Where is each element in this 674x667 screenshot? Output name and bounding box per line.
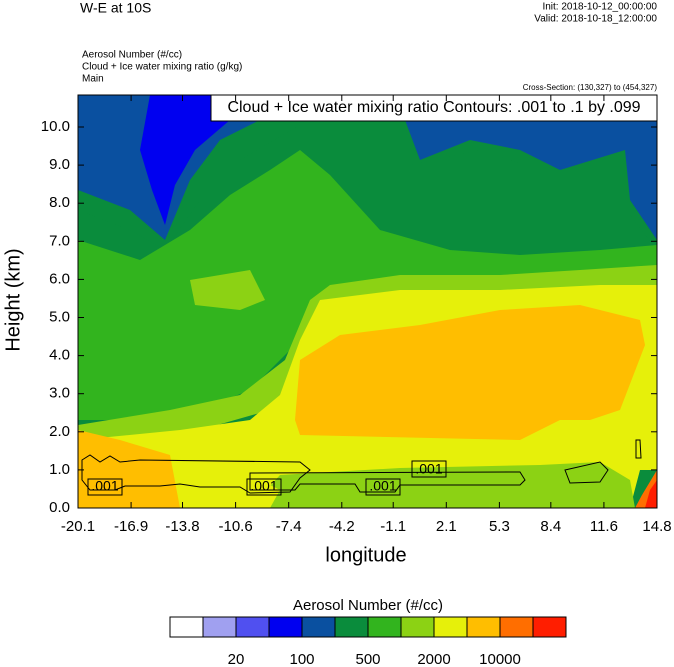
x-tick-label: -13.8 [165,518,199,535]
colorbar-box [268,616,303,638]
colorbar-box [532,616,567,638]
valid-time: Valid: 2018-10-18_12:00:00 [534,14,657,25]
y-tick-label: 3.0 [49,385,70,402]
x-tick-label: 14.8 [642,518,671,535]
contour-line [564,461,609,484]
contour-label: .001 [369,478,396,494]
colorbar-tick-label: 2000 [417,651,450,667]
field-label: Main [82,74,104,85]
contour-label-box [246,478,282,496]
x-tick-label: -1.1 [380,518,406,535]
contour-label-group: .001 .001 .001 .001 [87,460,447,496]
x-tick-label: -16.9 [114,518,148,535]
colorbar-tick-label: 20 [228,651,245,667]
field-label: Aerosol Number (#/cc) [82,50,182,61]
colorbar-box [466,616,501,638]
contour-note: Cloud + Ice water mixing ratio Contours:… [227,99,640,116]
colorbar-box [235,616,270,638]
colorbar-box [499,616,534,638]
field-region [78,430,180,508]
x-tick-label: -10.6 [219,518,253,535]
contour-label-box [411,460,447,478]
y-axis-label: Height (km) [2,248,24,351]
x-axis-label: longitude [325,544,406,566]
contour-label: .001 [415,461,442,477]
field-region [645,480,657,508]
colorbar-box [169,616,204,638]
contour-field [78,95,657,508]
colorbar-tick-label: 100 [289,651,314,667]
colorbar-box [334,616,369,638]
x-tick-label: -7.4 [276,518,302,535]
colorbar-box [433,616,468,638]
field-region [180,475,280,508]
cross-section: Cross-Section: (130,327) to (454,327) [523,83,658,92]
colorbar-box [367,616,402,638]
x-tick-label: 8.4 [540,518,561,535]
x-tick-label: 11.6 [590,518,618,535]
field-label: Cloud + Ice water mixing ratio (g/kg) [82,62,242,73]
y-tick-label: 8.0 [49,194,70,211]
y-tick-label: 10.0 [41,118,70,135]
contour-label: .001 [250,478,277,494]
y-tick-label: 1.0 [49,461,70,478]
y-tick-label: 4.0 [49,347,70,364]
contour-line [249,471,526,493]
x-tick-label: 5.3 [489,518,510,535]
contour-label-box [87,478,123,496]
x-tick-label: 2.1 [436,518,457,535]
y-tick-label: 2.0 [49,423,70,440]
field-region [295,305,645,440]
field-region [78,95,657,240]
colorbar-tick-label: 10000 [479,651,521,667]
init-time: Init: 2018-10-12_00:00:00 [542,2,657,13]
contour-label-box [365,478,401,496]
contour-line [635,439,642,459]
colorbar-box [400,616,435,638]
colorbar-title: Aerosol Number (#/cc) [293,597,443,614]
field-region [190,270,265,310]
contour-note-box [210,94,658,122]
field-region [140,95,250,225]
y-tick-label: 9.0 [49,156,70,173]
colorbar-box [202,616,237,638]
x-tick-label: -20.1 [61,518,95,535]
y-tick-label: 0.0 [49,499,70,516]
y-tick-label: 7.0 [49,232,70,249]
y-tick-label: 5.0 [49,308,70,325]
colorbar-box [301,616,336,638]
contour-line [81,454,311,494]
chart-title: W-E at 10S [80,0,151,16]
contour-lines [81,439,642,494]
x-tick-label: -4.2 [329,518,355,535]
y-tick-label: 6.0 [49,270,70,287]
contour-label: .001 [91,478,118,494]
colorbar-tick-label: 500 [355,651,380,667]
